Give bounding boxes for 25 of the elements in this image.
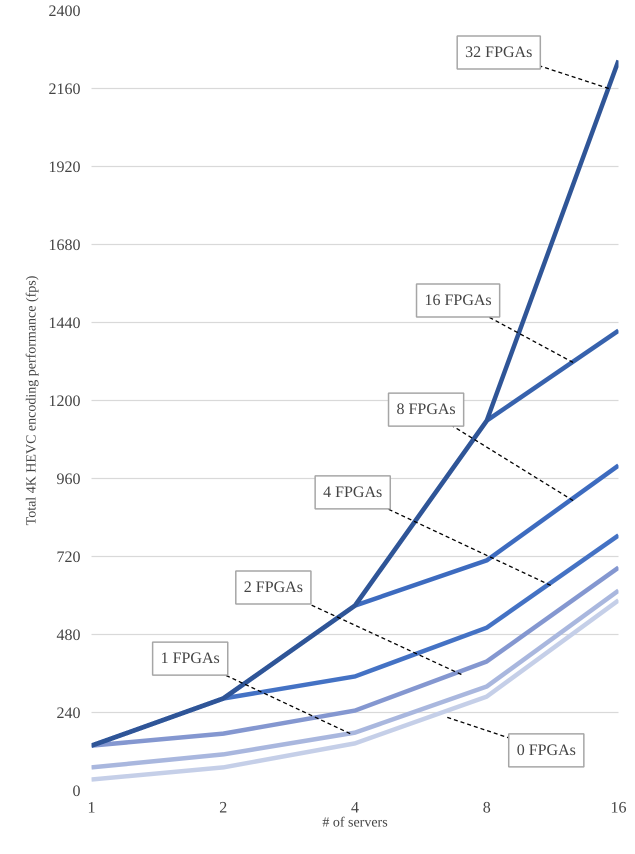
y-tick-label: 960 xyxy=(56,471,80,488)
x-tick-label: 8 xyxy=(482,800,491,816)
x-tick-label: 4 xyxy=(351,800,359,816)
y-tick-label: 720 xyxy=(56,549,80,566)
y-tick-label: 1200 xyxy=(48,393,80,410)
annotation: 0 FPGAs xyxy=(516,742,576,759)
y-tick-label: 1680 xyxy=(48,237,80,254)
x-axis-title: # of servers xyxy=(322,816,388,830)
y-tick-label: 2160 xyxy=(48,81,80,98)
y-axis-title: Total 4K HEVC encoding performance (fps) xyxy=(24,275,40,526)
annotation: 2 FPGAs xyxy=(244,578,303,596)
annotation: 4 FPGAs xyxy=(323,484,382,501)
y-tick-label: 2400 xyxy=(48,3,80,20)
annotation: 32 FPGAs xyxy=(465,44,532,61)
annotation: 8 FPGAs xyxy=(396,401,456,418)
x-tick-label: 1 xyxy=(88,800,96,816)
x-tick-label: 16 xyxy=(610,800,626,816)
x-tick-label: 2 xyxy=(219,800,228,816)
annotation: 1 FPGAs xyxy=(160,650,220,668)
y-tick-label: 0 xyxy=(72,783,80,800)
y-tick-label: 480 xyxy=(56,627,80,644)
annotation: 16 FPGAs xyxy=(424,292,492,309)
y-tick-label: 1440 xyxy=(48,315,80,332)
y-tick-label: 1920 xyxy=(48,159,80,176)
y-tick-label: 240 xyxy=(56,705,80,722)
